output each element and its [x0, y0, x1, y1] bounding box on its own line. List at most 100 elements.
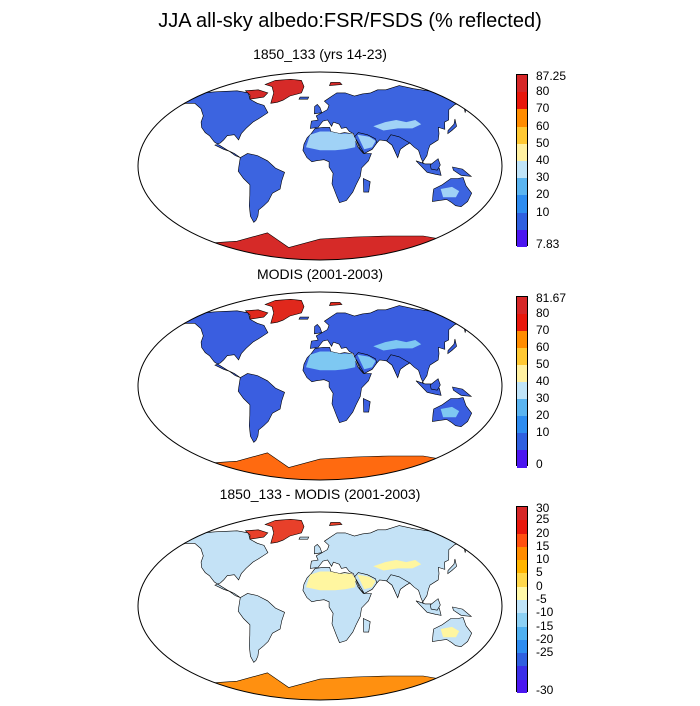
landmass-madagascar — [362, 618, 371, 633]
landmass-indonesia — [415, 600, 442, 616]
landmass-baffin — [244, 529, 269, 540]
colorbar-label: 15 — [536, 538, 550, 553]
region-ozInterior — [440, 626, 460, 638]
landmass-borneo — [429, 378, 441, 391]
landmass-japan — [447, 118, 457, 135]
colorbar-segment — [517, 533, 527, 548]
colorbar-label: -25 — [536, 645, 554, 660]
landmass-newGuinea — [452, 606, 473, 617]
region-sahara — [306, 571, 356, 591]
colorbar-segment — [517, 161, 527, 179]
landmass-india — [386, 574, 411, 599]
landmass-baffin — [244, 309, 269, 320]
colorbar-segment — [517, 75, 527, 93]
panel-title-model: 1850_133 (yrs 14-23) — [253, 46, 387, 62]
colorbar-scale — [516, 74, 528, 248]
landmass-southAmerica — [237, 593, 285, 663]
colorbar-modis: 81.67 80 70 60 50 40 30 20 10 0 — [516, 292, 576, 470]
colorbar-label: 20 — [536, 187, 550, 202]
colorbar-scale — [516, 296, 528, 468]
map-panel-modis — [130, 286, 510, 486]
region-sahara — [306, 351, 356, 371]
landmass-southAmerica — [237, 153, 285, 223]
landmass-japan — [447, 338, 457, 355]
colorbar-label: 7.83 — [536, 237, 560, 251]
region-centralAsia — [373, 340, 422, 351]
colorbar-segment — [517, 639, 527, 654]
map-border — [137, 291, 503, 481]
colorbar-label: 20 — [536, 525, 550, 540]
landmass-india — [386, 134, 411, 159]
landmass-iceland — [298, 316, 310, 320]
colorbar-segment — [517, 416, 527, 434]
colorbar-segment — [517, 229, 527, 248]
landmass-svalbard — [329, 302, 343, 306]
landmass-iceland — [298, 96, 310, 100]
colorbar-segment — [517, 92, 527, 110]
panel-title-difference: 1850_133 - MODIS (2001-2003) — [219, 486, 421, 502]
colorbar-scale — [516, 506, 528, 694]
region-centralAsia — [373, 560, 422, 571]
landmass-uk — [314, 323, 323, 335]
landmass-indonesia — [415, 160, 442, 176]
map-border — [137, 71, 503, 261]
colorbar-label: 50 — [536, 135, 550, 150]
landmass-uk — [314, 103, 323, 115]
colorbar-segment — [517, 573, 527, 588]
landmass-newGuinea — [452, 386, 473, 397]
landmass-madagascar — [362, 398, 371, 413]
colorbar-segment — [517, 178, 527, 196]
colorbar-label: -15 — [536, 618, 554, 633]
colorbar-label: 40 — [536, 153, 550, 167]
landmass-northAmerica — [171, 310, 269, 378]
colorbar-label: 30 — [536, 391, 550, 405]
landmass-baffin — [244, 89, 269, 100]
landmass-greenland — [264, 518, 305, 544]
colorbar-label: 81.67 — [536, 291, 567, 305]
colorbar-segment — [517, 331, 527, 349]
colorbar-segment — [517, 126, 527, 145]
map-panel-model — [130, 66, 510, 266]
world-map-modis — [137, 291, 503, 481]
landmass-greenland — [264, 298, 305, 324]
landmass-uk — [314, 543, 323, 555]
colorbar-label: 60 — [536, 340, 550, 354]
colorbar-label: 60 — [536, 118, 550, 133]
panel-title-modis: MODIS (2001-2003) — [256, 266, 384, 282]
colorbar-segment — [517, 626, 527, 641]
colorbar-segment — [517, 433, 527, 451]
region-arabia — [357, 574, 376, 590]
colorbar-segment — [517, 450, 527, 468]
colorbar-label: 10 — [536, 552, 550, 567]
colorbar-segment — [517, 348, 527, 366]
region-sahara — [306, 131, 356, 151]
region-centralAsia — [373, 120, 422, 131]
colorbar-segment — [517, 507, 527, 521]
colorbar-segment — [517, 560, 527, 574]
colorbar-segment — [517, 679, 527, 694]
landmass-northAmerica — [171, 90, 269, 158]
colorbar-model: 87.25 80 70 60 50 40 30 20 10 7.83 — [516, 70, 576, 250]
region-arabia — [357, 134, 376, 150]
colorbar-label: 87.25 — [536, 69, 567, 83]
colorbar-label: 0 — [536, 578, 543, 593]
colorbar-segment — [517, 600, 527, 614]
landmass-svalbard — [329, 522, 343, 526]
colorbar-label: 25 — [536, 512, 550, 527]
colorbar-segment — [517, 109, 527, 128]
colorbar-segment — [517, 546, 527, 561]
landmass-layer — [170, 518, 493, 700]
landmass-iceland — [298, 536, 310, 540]
landmass-layer — [170, 78, 493, 260]
colorbar-segment — [517, 365, 527, 383]
colorbar-label: -20 — [536, 631, 554, 646]
colorbar-label: 10 — [536, 204, 550, 219]
region-ozInterior — [440, 186, 460, 198]
landmass-northAmerica — [171, 530, 269, 598]
map-panel-difference — [130, 506, 510, 706]
landmass-newGuinea — [452, 166, 473, 177]
colorbar-label: 80 — [536, 84, 550, 99]
colorbar-segment — [517, 297, 527, 315]
colorbar-label: 30 — [536, 501, 550, 515]
world-map-model — [137, 71, 503, 261]
